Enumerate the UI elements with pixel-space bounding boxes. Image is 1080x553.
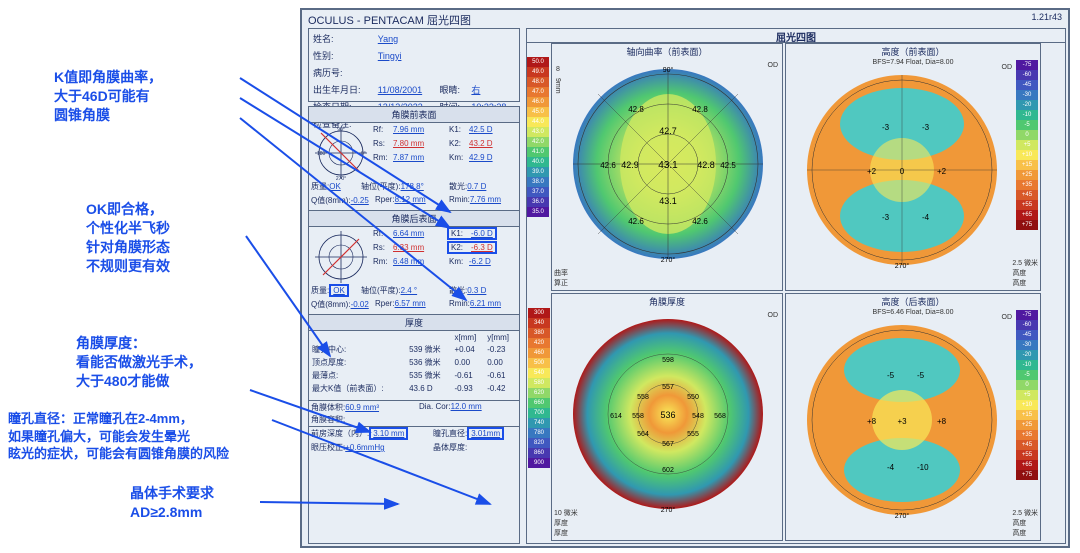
svg-text:+2: +2: [937, 167, 947, 176]
svg-text:180°: 180°: [317, 151, 327, 157]
version: 1.21r43: [1031, 12, 1062, 22]
data-panel: 角膜前表面 90° 180° 0° 270° Rf:7.96 mm K1:42.…: [308, 106, 520, 544]
svg-text:42.8: 42.8: [692, 105, 708, 114]
svg-text:90°: 90°: [663, 66, 674, 74]
svg-text:+8: +8: [867, 417, 877, 426]
svg-text:-3: -3: [882, 213, 890, 222]
svg-text:270°: 270°: [895, 262, 910, 270]
svg-text:42.5: 42.5: [720, 161, 736, 170]
chamber-section: 前房深度（内）:3.10 mm 瞳孔直径:3.01mm 眼压校正:+0.6mmH…: [309, 427, 519, 455]
front-title: 角膜前表面: [309, 107, 519, 123]
svg-text:0: 0: [900, 167, 905, 176]
axis-cross-icon: 90° 180° 0° 270°: [313, 125, 369, 181]
svg-text:558: 558: [632, 413, 644, 420]
annotation-thickness: 角膜厚度： 看能否做激光手术， 大于480才能做: [76, 334, 296, 391]
colorbar-pachy: 3003403804204605005405806206607007407808…: [528, 308, 550, 468]
pentacam-report: OCULUS - PENTACAM 屈光四图 1.21r43 姓名:Yang 性…: [300, 8, 1070, 548]
svg-text:-3: -3: [922, 123, 930, 132]
svg-text:270°: 270°: [895, 512, 910, 520]
annotation-acd: 晶体手术要求 AD≥2.8mm: [130, 484, 300, 522]
svg-text:43.1: 43.1: [659, 196, 677, 206]
svg-text:270°: 270°: [661, 506, 676, 514]
svg-text:598: 598: [662, 357, 674, 364]
axis-cross-icon: [313, 229, 369, 285]
thick-section: x[mm]y[mm] 瞳孔中心:539 微米+0.04-0.23 顶点厚度:53…: [309, 331, 519, 401]
front-elev-svg: -3 -3 +2 +2 0 -3 -4 270°: [802, 70, 1002, 270]
map-axial-curvature: 轴向曲率（前表面） 43.1 42.9 42.8 42.7 43.1: [551, 43, 783, 291]
svg-text:42.6: 42.6: [692, 217, 708, 226]
map-front-elevation: 高度（前表面） BFS=7.94 Float, Dia=8.00 -3-3 +2…: [785, 43, 1041, 291]
svg-text:270°: 270°: [661, 256, 676, 264]
volume-section: 角膜体积:60.9 mm³ Dia. Cor:12.0 mm 角膜容积:: [309, 401, 519, 427]
svg-text:42.9: 42.9: [621, 160, 639, 170]
svg-text:-4: -4: [922, 213, 930, 222]
colorbar-elevation-back: -75-60-45-30-20-10-50+5+10+15+25+35+45+5…: [1016, 310, 1038, 480]
back-section: Rf:6.64 mm K1:-6.0 D Rs:6.33 mm K2:-6.3 …: [309, 227, 519, 315]
svg-text:550: 550: [687, 394, 699, 401]
svg-text:548: 548: [692, 413, 704, 420]
svg-text:568: 568: [714, 413, 726, 420]
svg-text:43.1: 43.1: [658, 160, 678, 171]
svg-text:42.6: 42.6: [628, 217, 644, 226]
svg-text:-10: -10: [917, 463, 929, 472]
thick-title: 厚度: [309, 315, 519, 331]
svg-text:555: 555: [687, 431, 699, 438]
maps-panel-title: 屈光四图: [527, 29, 1065, 43]
svg-text:42.7: 42.7: [659, 126, 677, 136]
back-elev-svg: -5 -5 +8 +8 +3 -4 -10 270°: [802, 320, 1002, 520]
report-title: OCULUS - PENTACAM 屈光四图: [302, 10, 1068, 30]
svg-text:602: 602: [662, 467, 674, 474]
map-pachymetry: 角膜厚度 536 557 550 548 555 567 564 558 558…: [551, 293, 783, 541]
back-title: 角膜后表面: [309, 211, 519, 227]
svg-text:+2: +2: [867, 167, 877, 176]
annotation-pupil: 瞳孔直径：正常瞳孔在2-4mm， 如果瞳孔偏大，可能会发生晕光 眩光的症状，可能…: [8, 410, 308, 463]
svg-text:+8: +8: [937, 417, 947, 426]
svg-text:567: 567: [662, 441, 674, 448]
svg-text:536: 536: [660, 410, 675, 420]
svg-text:-3: -3: [882, 123, 890, 132]
colorbar-curvature: 50.049.048.047.046.045.044.043.042.041.0…: [527, 57, 549, 217]
front-section: 90° 180° 0° 270° Rf:7.96 mm K1:42.5 D Rs…: [309, 123, 519, 211]
colorbar-elevation-front: -75-60-45-30-20-10-50+5+10+15+25+35+45+5…: [1016, 60, 1038, 230]
svg-text:42.8: 42.8: [697, 160, 715, 170]
svg-text:-5: -5: [917, 371, 925, 380]
pachy-svg: 536 557 550 548 555 567 564 558 558 598 …: [568, 314, 768, 514]
svg-text:42.6: 42.6: [600, 161, 616, 170]
maps-panel: 屈光四图 50.049.048.047.046.045.044.043.042.…: [526, 28, 1066, 544]
annotation-k-value: K值即角膜曲率， 大于46D可能有 圆锥角膜: [54, 68, 284, 125]
svg-text:42.8: 42.8: [628, 105, 644, 114]
svg-text:558: 558: [637, 394, 649, 401]
svg-text:0°: 0°: [361, 151, 366, 157]
patient-info: 姓名:Yang 性别:Tingyi 病历号: 出生年月日:11/08/2001眼…: [308, 28, 520, 102]
svg-text:557: 557: [662, 384, 674, 391]
axial-map-svg: 43.1 42.9 42.8 42.7 43.1 42.8 42.8 42.6 …: [568, 64, 768, 264]
svg-text:90°: 90°: [337, 127, 345, 133]
svg-text:-5: -5: [887, 371, 895, 380]
svg-text:614: 614: [610, 413, 622, 420]
svg-text:-4: -4: [887, 463, 895, 472]
annotation-ok: OK即合格， 个性化半飞秒 针对角膜形态 不规则更有效: [86, 200, 286, 276]
svg-text:564: 564: [637, 431, 649, 438]
map-back-elevation: 高度（后表面） BFS=6.46 Float, Dia=8.00 -5-5 +8…: [785, 293, 1041, 541]
svg-text:+3: +3: [897, 417, 907, 426]
